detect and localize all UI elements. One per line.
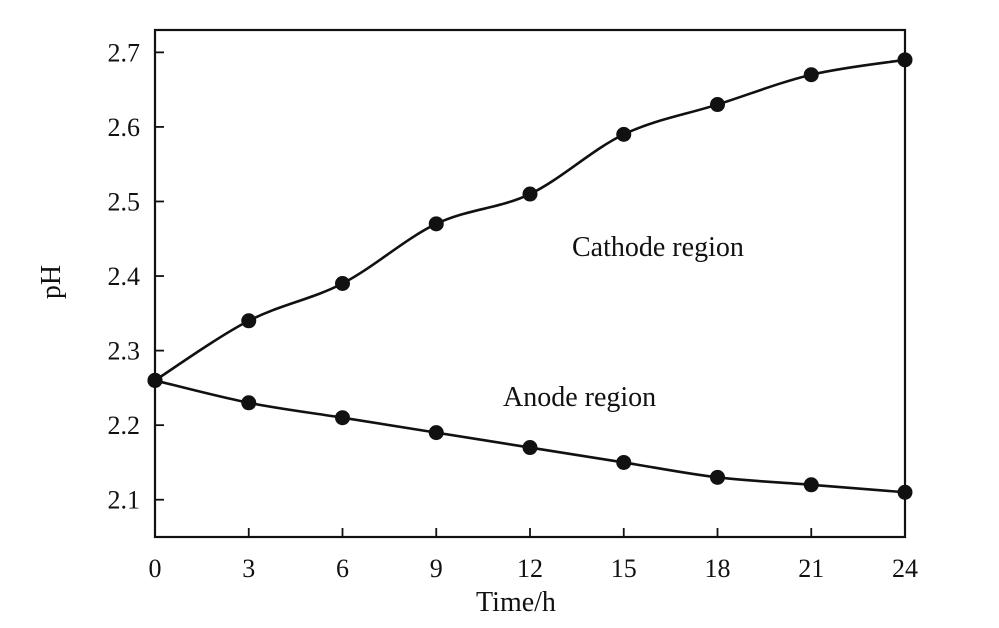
cathode-region-annotation: Cathode region bbox=[572, 232, 744, 263]
y-axis-ticks: 2.1 2.2 2.3 2.4 2.5 2.6 2.7 bbox=[108, 38, 164, 515]
y-tick-label: 2.3 bbox=[108, 337, 141, 366]
x-tick-label: 18 bbox=[705, 554, 731, 583]
x-tick-label: 3 bbox=[242, 554, 255, 583]
cathode-data-point bbox=[522, 186, 538, 202]
anode-data-point bbox=[428, 425, 444, 441]
anode-region-annotation: Anode region bbox=[503, 382, 656, 413]
x-tick-label: 15 bbox=[611, 554, 637, 583]
x-tick-label: 9 bbox=[430, 554, 443, 583]
cathode-series-line bbox=[154, 58, 906, 382]
y-tick-label: 2.5 bbox=[108, 187, 141, 216]
anode-data-point bbox=[335, 410, 350, 426]
y-axis-title: pH bbox=[36, 265, 67, 299]
x-tick-label: 24 bbox=[892, 554, 918, 583]
y-tick-label: 2.7 bbox=[108, 38, 141, 67]
cathode-data-point bbox=[335, 276, 350, 291]
x-axis-title: Time/h bbox=[476, 587, 556, 618]
x-tick-label: 12 bbox=[517, 554, 543, 583]
anode-data-point bbox=[147, 372, 163, 388]
anode-data-point bbox=[710, 469, 725, 485]
x-tick-label: 6 bbox=[336, 554, 349, 583]
anode-data-point bbox=[897, 484, 913, 500]
x-tick-label: 0 bbox=[149, 554, 162, 583]
plot-frame bbox=[153, 28, 907, 539]
x-axis-ticks: 0 3 6 9 12 15 18 21 24 bbox=[149, 528, 918, 583]
y-tick-label: 2.1 bbox=[108, 486, 141, 515]
anode-data-point bbox=[616, 454, 632, 470]
cathode-data-point bbox=[897, 52, 913, 68]
cathode-data-point bbox=[803, 67, 819, 83]
y-tick-label: 2.6 bbox=[108, 113, 141, 142]
cathode-data-point bbox=[710, 97, 725, 113]
anode-data-point bbox=[522, 440, 538, 456]
x-tick-label: 21 bbox=[798, 554, 824, 583]
cathode-data-point bbox=[616, 126, 632, 142]
y-tick-label: 2.2 bbox=[108, 411, 141, 440]
cathode-data-point bbox=[241, 313, 257, 329]
series-layer bbox=[147, 52, 913, 500]
anode-data-point bbox=[241, 395, 257, 411]
cathode-data-point bbox=[428, 216, 444, 232]
y-tick-label: 2.4 bbox=[108, 262, 141, 291]
anode-data-point bbox=[803, 477, 819, 493]
